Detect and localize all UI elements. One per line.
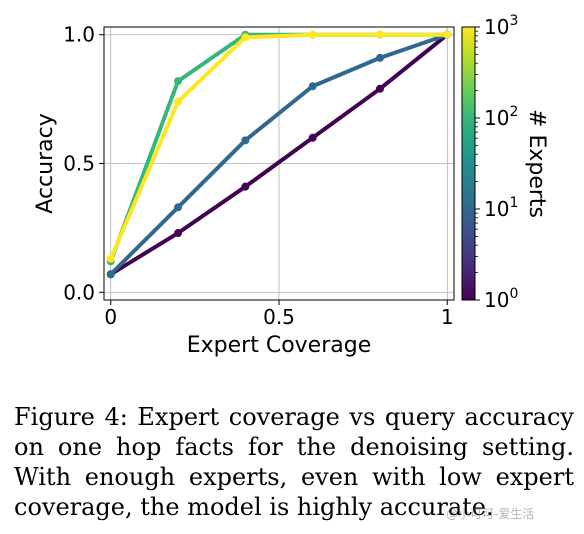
series-point-1000-experts bbox=[308, 30, 317, 39]
y-tick-label: 0.5 bbox=[63, 152, 95, 176]
series-point-1000-experts bbox=[375, 30, 384, 39]
series-line-1-experts bbox=[109, 33, 449, 276]
watermark: @小可可-爱生活 bbox=[446, 507, 535, 521]
series-point-1000-experts bbox=[106, 254, 115, 263]
x-tick-label: 0.5 bbox=[263, 305, 295, 329]
series-point-10-experts bbox=[375, 53, 384, 62]
x-tick-label: 1 bbox=[441, 305, 454, 329]
figure-caption: Figure 4: Expert coverage vs query accur… bbox=[14, 403, 574, 521]
series-point-100-experts bbox=[174, 77, 183, 86]
colorbar: 100 101 102 103 # Experts bbox=[461, 13, 549, 312]
x-tick-label: 0 bbox=[104, 305, 117, 329]
series-point-10-experts bbox=[174, 203, 183, 212]
series-point-1-experts bbox=[241, 182, 250, 191]
series-line-10-experts bbox=[109, 32, 448, 276]
y-tick-label: 0.0 bbox=[63, 280, 95, 304]
series-point-1-experts bbox=[174, 229, 183, 238]
y-tick-label: 1.0 bbox=[63, 23, 95, 47]
series-point-1000-experts bbox=[443, 30, 452, 39]
series-lines bbox=[106, 30, 452, 279]
series-point-10-experts bbox=[106, 270, 115, 279]
series-point-1000-experts bbox=[174, 97, 183, 106]
colorbar-label: # Experts bbox=[524, 109, 549, 218]
series-point-1-experts bbox=[308, 133, 317, 142]
series-point-1-experts bbox=[375, 84, 384, 93]
series-point-10-experts bbox=[308, 82, 317, 91]
colorbar-tick-label: 101 bbox=[484, 195, 518, 221]
colorbar-tick-label: 102 bbox=[484, 104, 518, 130]
colorbar-gradient bbox=[461, 26, 476, 301]
y-axis-label: Accuracy bbox=[33, 113, 58, 213]
axes: 0 0.5 1 0.0 0.5 1.0 Expert Coverage Accuracy bbox=[33, 23, 454, 358]
x-axis-label: Expert Coverage bbox=[187, 333, 372, 358]
series-point-1000-experts bbox=[241, 33, 250, 42]
series-point-10-experts bbox=[241, 136, 250, 145]
colorbar-tick-label: 100 bbox=[484, 286, 518, 312]
series-line-1000-experts bbox=[108, 32, 448, 260]
colorbar-tick-label: 103 bbox=[484, 13, 518, 39]
